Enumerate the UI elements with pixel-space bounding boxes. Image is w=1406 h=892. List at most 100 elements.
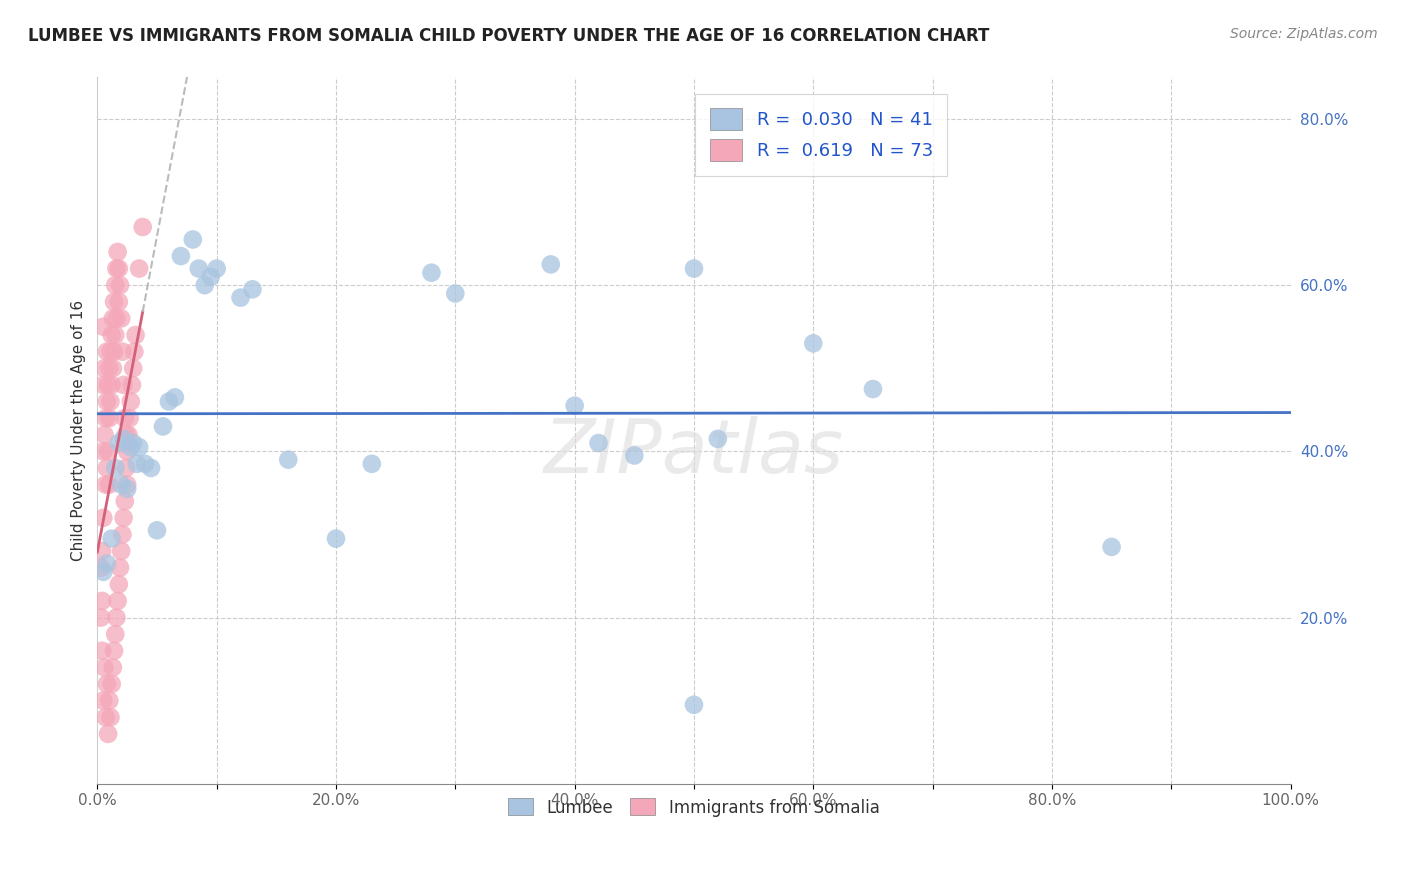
Point [93,427,115,442]
Point [122,436,145,450]
Point [91,594,114,608]
Point [91,377,114,392]
Point [94,710,117,724]
Point [277,452,299,467]
Point [111,344,134,359]
Point [163,390,186,404]
Point [125,457,148,471]
Point [107,244,129,259]
Point [105,261,128,276]
Point [96,557,118,571]
Point [104,328,127,343]
Point [128,440,150,454]
Point [181,232,204,246]
Point [105,311,128,326]
Point [112,511,135,525]
Point [103,344,125,359]
Point [108,577,131,591]
Point [205,261,228,276]
Point [115,444,138,458]
Point [100,328,122,343]
Point [540,257,562,271]
Point [104,278,127,293]
Point [801,336,824,351]
Point [120,394,142,409]
Point [564,399,586,413]
Point [91,511,114,525]
Point [98,693,121,707]
Point [588,436,610,450]
Point [118,411,141,425]
Point [100,532,122,546]
Point [103,294,125,309]
Point [187,261,209,276]
Point [103,644,125,658]
Point [115,477,138,491]
Point [325,532,347,546]
Point [121,377,143,392]
Point [108,261,131,276]
Point [108,560,131,574]
Point [1101,540,1123,554]
Point [96,677,118,691]
Point [115,461,138,475]
Point [93,660,115,674]
Point [96,461,118,475]
Point [91,544,114,558]
Point [707,432,730,446]
Point [114,494,136,508]
Point [152,419,174,434]
Point [683,698,706,712]
Point [108,436,131,450]
Point [623,449,645,463]
Point [91,444,114,458]
Point [98,477,121,491]
Point [98,361,121,376]
Point [139,461,162,475]
Point [100,344,122,359]
Legend: Lumbee, Immigrants from Somalia: Lumbee, Immigrants from Somalia [501,790,887,825]
Point [96,344,118,359]
Point [97,444,120,458]
Point [122,361,145,376]
Point [91,565,114,579]
Point [104,627,127,641]
Text: Source: ZipAtlas.com: Source: ZipAtlas.com [1230,27,1378,41]
Point [108,278,131,293]
Point [242,282,264,296]
Point [105,610,128,624]
Point [101,361,124,376]
Point [146,524,169,538]
Point [108,294,131,309]
Point [170,249,193,263]
Point [420,266,443,280]
Point [100,394,122,409]
Point [194,278,217,293]
Point [90,610,112,624]
Point [134,457,156,471]
Point [157,394,180,409]
Point [112,377,135,392]
Point [117,427,139,442]
Text: LUMBEE VS IMMIGRANTS FROM SOMALIA CHILD POVERTY UNDER THE AGE OF 16 CORRELATION : LUMBEE VS IMMIGRANTS FROM SOMALIA CHILD … [28,27,990,45]
Point [98,411,121,425]
Point [110,477,132,491]
Point [111,527,134,541]
Point [124,328,146,343]
Point [360,457,382,471]
Point [91,644,114,658]
Y-axis label: Child Poverty Under the Age of 16: Child Poverty Under the Age of 16 [72,300,86,561]
Point [124,344,146,359]
Point [131,219,153,234]
Point [128,261,150,276]
Point [93,361,115,376]
Point [90,560,112,574]
Point [100,710,122,724]
Point [115,482,138,496]
Point [112,432,135,446]
Point [200,269,222,284]
Point [100,377,122,392]
Text: ZIPatlas: ZIPatlas [544,416,844,488]
Point [107,594,129,608]
Point [114,411,136,425]
